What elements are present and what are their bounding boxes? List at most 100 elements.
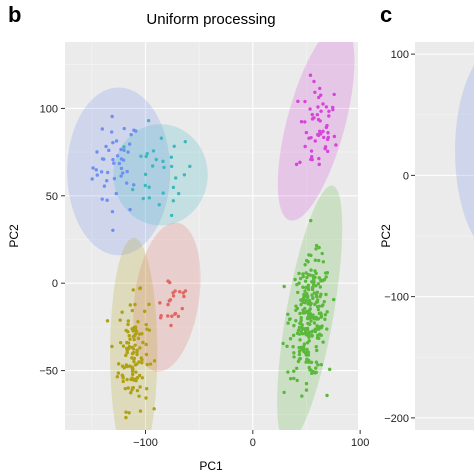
- data-point: [158, 316, 163, 320]
- data-point: [312, 79, 316, 84]
- data-point: [303, 300, 307, 305]
- data-point: [152, 407, 156, 411]
- data-point: [319, 132, 323, 136]
- data-point: [100, 197, 104, 201]
- data-point: [321, 102, 325, 106]
- data-point: [332, 134, 337, 139]
- axis-ticks-c: −200 −100 0 100: [384, 49, 415, 425]
- data-point: [176, 191, 181, 196]
- data-point: [127, 346, 131, 351]
- data-point: [105, 179, 109, 183]
- data-point: [303, 289, 307, 293]
- data-point: [169, 155, 174, 159]
- data-point: [313, 258, 318, 262]
- data-point: [105, 170, 110, 175]
- data-point: [144, 154, 148, 159]
- data-point: [299, 318, 303, 323]
- data-point: [305, 326, 310, 330]
- data-point: [132, 338, 136, 342]
- data-point: [129, 132, 133, 137]
- data-point: [323, 313, 328, 317]
- data-point: [325, 327, 329, 331]
- data-point: [292, 369, 296, 373]
- data-point: [126, 319, 131, 323]
- data-point: [300, 297, 305, 302]
- data-point: [114, 139, 119, 143]
- data-point: [111, 228, 115, 232]
- data-point: [307, 339, 311, 343]
- data-point: [136, 336, 141, 341]
- data-point: [304, 130, 309, 135]
- data-point: [314, 247, 318, 251]
- data-point: [125, 377, 129, 382]
- data-point: [152, 359, 157, 363]
- data-point: [307, 253, 311, 257]
- data-point: [307, 136, 311, 140]
- data-point: [313, 302, 317, 307]
- data-point: [303, 99, 307, 104]
- data-point: [111, 157, 115, 162]
- data-point: [118, 318, 122, 322]
- data-point: [318, 86, 322, 91]
- y-axis-label-c: PC2: [379, 224, 393, 248]
- data-point: [316, 282, 320, 286]
- y-tick-label: 0: [52, 278, 58, 290]
- data-point: [121, 379, 125, 384]
- data-point: [308, 73, 313, 77]
- data-point: [323, 146, 327, 151]
- data-point: [309, 368, 313, 372]
- data-point: [313, 90, 317, 95]
- data-point: [298, 321, 303, 325]
- data-point: [326, 135, 331, 140]
- y-tick-label: 100: [40, 103, 58, 115]
- data-point: [172, 144, 176, 148]
- data-point: [128, 303, 133, 307]
- data-point: [282, 390, 286, 395]
- data-point: [307, 333, 311, 337]
- data-point: [158, 301, 162, 305]
- data-point: [180, 306, 184, 311]
- gridlines-c: [415, 53, 474, 419]
- data-point: [301, 272, 305, 276]
- data-point: [157, 203, 161, 207]
- data-point: [314, 294, 319, 299]
- data-point: [296, 290, 300, 295]
- data-point: [137, 373, 142, 378]
- data-point: [286, 321, 290, 325]
- data-point: [319, 109, 323, 113]
- data-point: [122, 126, 126, 131]
- data-point: [306, 286, 311, 290]
- data-point: [310, 285, 315, 290]
- data-point: [147, 185, 151, 189]
- data-point: [282, 284, 286, 289]
- data-point: [124, 181, 129, 185]
- data-point: [317, 156, 321, 161]
- data-point: [115, 375, 120, 379]
- data-point: [327, 367, 332, 372]
- data-point: [299, 302, 303, 307]
- data-point: [330, 105, 335, 110]
- data-point: [147, 302, 151, 307]
- data-point: [319, 362, 324, 367]
- data-point: [122, 145, 126, 149]
- data-point: [304, 271, 308, 275]
- data-point: [110, 114, 114, 119]
- data-point: [319, 326, 324, 330]
- data-point: [120, 310, 124, 314]
- data-point: [315, 348, 319, 353]
- data-point: [102, 184, 107, 188]
- data-point: [286, 312, 290, 317]
- data-point: [144, 342, 148, 347]
- data-point: [100, 157, 105, 161]
- data-point: [305, 294, 310, 298]
- data-point: [123, 386, 127, 391]
- panel-c: c −200 −100 0 100 PC2: [379, 2, 474, 430]
- data-point: [308, 307, 312, 311]
- plot-background: [65, 42, 358, 430]
- data-point: [286, 370, 290, 374]
- data-point: [167, 299, 171, 303]
- data-point: [321, 260, 326, 264]
- data-point: [112, 161, 116, 165]
- data-point: [299, 347, 304, 352]
- data-point: [288, 337, 293, 341]
